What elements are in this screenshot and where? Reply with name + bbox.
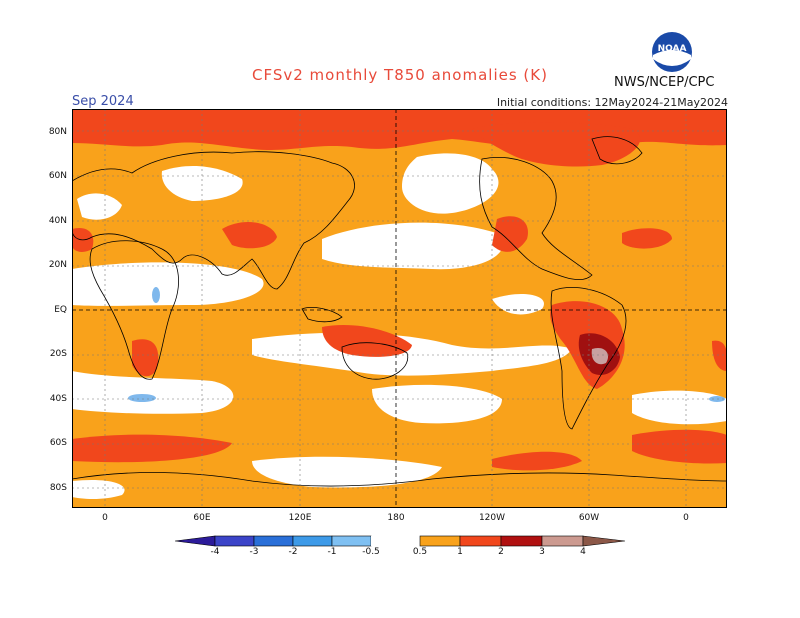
graticule [72,109,727,508]
anomaly-map [71,109,728,512]
tropical-indian-neutral-area [72,262,264,306]
central-pacific-neutral-area [322,222,504,270]
legend-swatch-3-4 [541,535,584,547]
legend-label: 0.5 [412,547,428,557]
forecast-month: Sep 2024 [72,94,134,109]
lat-label: 60S [49,438,67,448]
legend-swatch-1-05 [331,535,372,547]
legend-label: -4 [210,547,220,557]
atlantic-warm-anomaly [622,228,672,249]
legend-label: 1 [457,547,463,557]
australia-warm-anomaly [322,325,412,357]
coastlines [71,136,728,487]
north-america-warm-anomaly [492,216,528,252]
legend-swatch-4-3 [214,535,255,547]
lon-label: 120E [288,513,312,523]
agency-label: NWS/NCEP/CPC [614,75,715,90]
greenland-warm-anomaly [472,122,641,167]
lat-label: 20N [48,260,67,270]
color-legend [174,533,627,552]
lon-label: 0 [102,513,108,523]
equatorial-pacific-neutral-area [492,294,544,315]
legend-label: 3 [539,547,545,557]
legend-swatch-05-1 [419,535,461,547]
antarctic-neutral-area-west [72,479,125,499]
europe-neutral-area [77,193,122,220]
noaa-logo: NOAA [651,31,693,73]
legend-label: 4 [580,547,586,557]
asia-warm-anomaly [222,222,277,249]
lat-label: 60N [48,171,67,181]
legend-swatch-neutral [371,536,420,546]
legend-label: -3 [249,547,259,557]
legend-label: -0.5 [362,547,380,557]
siberia-neutral-area [161,165,243,201]
logo-text: NOAA [658,44,687,54]
legend-swatch-2-1 [292,535,333,547]
southern-ocean-warm-anomaly-1 [72,434,232,463]
southern-ocean-neutral-area [372,384,502,424]
lon-label: 60W [578,513,600,523]
initial-conditions: Initial conditions: 12May2024-21May2024 [496,96,728,109]
legend-swatch-lt-4 [174,535,216,547]
lon-label: 120W [478,513,506,523]
lon-label: 60E [193,513,211,523]
legend-swatch-3-2 [253,535,294,547]
lat-label: 80S [49,483,67,493]
antarctic-neutral-area [252,456,442,488]
south-america-extreme-anomaly [591,347,609,365]
legend-label: -1 [327,547,337,557]
lon-label: 180 [387,513,405,523]
lat-label: 80N [48,127,67,137]
legend-swatch-gt-4 [582,535,626,547]
southern-ocean-warm-anomaly-3 [632,429,727,464]
legend-label: 2 [498,547,504,557]
map-title: CFSv2 monthly T850 anomalies (K) [252,66,548,84]
legend-label: -2 [288,547,298,557]
east-atlantic-warm-anomaly [712,340,727,371]
cold-anomaly-patch-1 [152,287,160,303]
southern-africa-warm-anomaly [132,339,159,377]
north-pacific-neutral-area [402,153,499,214]
southern-indian-neutral-area [72,371,234,414]
cold-anomaly-patch-2 [128,394,156,402]
lon-label: 0 [683,513,689,523]
map-frame [72,109,727,508]
lat-label: 40S [49,394,67,404]
legend-swatch-2-3 [500,535,543,547]
lat-label: EQ [54,305,67,315]
southern-ocean-warm-anomaly-2 [492,451,582,471]
legend-swatch-1-2 [459,535,502,547]
lat-label: 20S [49,349,67,359]
lat-label: 40N [48,216,67,226]
